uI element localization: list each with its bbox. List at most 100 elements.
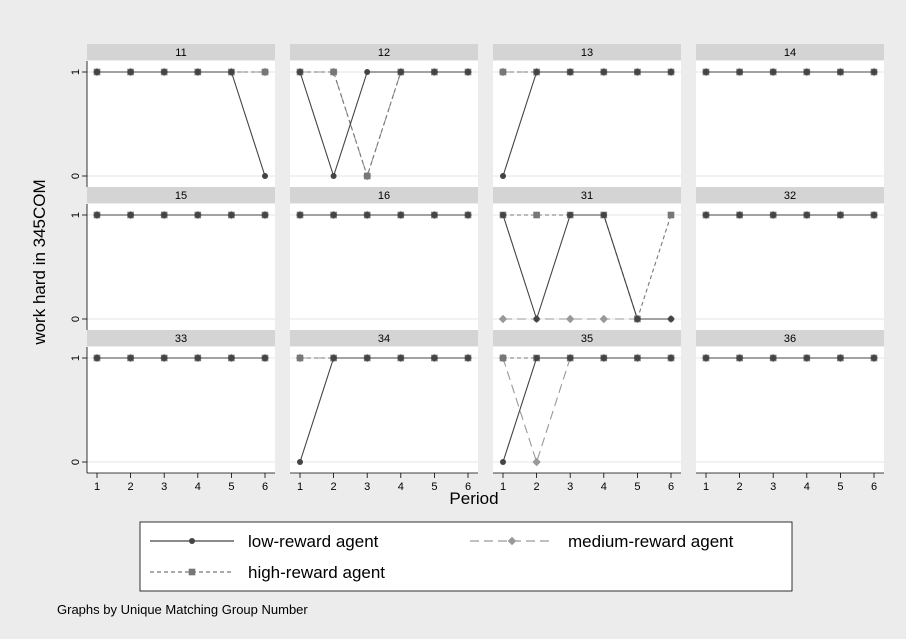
x-tick-label: 5 (431, 481, 437, 493)
data-point-low-reward (500, 459, 506, 465)
series-line-low-reward (502, 71, 671, 177)
data-point-low-reward (161, 69, 168, 75)
plot-area (87, 61, 275, 187)
data-point-low-reward (364, 212, 371, 218)
data-point-medium-reward (566, 314, 575, 324)
data-point-low-reward (871, 69, 877, 75)
x-tick-label: 3 (770, 481, 776, 493)
data-point-low-reward (465, 69, 471, 75)
y-tick-label: 0 (70, 316, 82, 322)
data-point-low-reward (127, 355, 134, 361)
series-line-low-reward (502, 214, 671, 321)
panel-16: 16 (290, 187, 478, 330)
data-point-low-reward (736, 212, 743, 218)
plot-area (290, 204, 478, 330)
data-point-low-reward (703, 355, 709, 361)
panel-strip (696, 187, 884, 203)
data-point-low-reward (94, 69, 100, 75)
legend-item-high-reward: high-reward agent (150, 563, 385, 582)
panel-32: 32 (696, 187, 884, 330)
panel-title: 14 (784, 47, 796, 59)
panel-strip (290, 44, 478, 60)
panel-title: 15 (175, 190, 187, 202)
data-point-low-reward (567, 69, 574, 75)
data-point-low-reward (194, 212, 201, 218)
data-point-low-reward (330, 355, 337, 361)
y-tick-label: 0 (70, 173, 82, 179)
panel-title: 33 (175, 333, 187, 345)
panel-title: 16 (378, 190, 390, 202)
data-point-low-reward (533, 69, 540, 75)
data-point-low-reward (871, 355, 877, 361)
x-tick-label: 3 (364, 481, 370, 493)
panel-title: 13 (581, 47, 593, 59)
plot-area (696, 61, 884, 187)
x-tick-label: 2 (534, 481, 540, 493)
data-point-low-reward (465, 355, 471, 361)
x-tick-label: 4 (804, 481, 810, 493)
plot-area (87, 347, 275, 473)
data-point-low-reward (634, 316, 641, 322)
data-point-low-reward (297, 212, 303, 218)
legend-item-medium-reward: medium-reward agent (470, 532, 734, 551)
panel-12: 12 (290, 44, 478, 187)
x-tick-label: 2 (737, 481, 743, 493)
data-point-high-reward (499, 68, 507, 76)
data-point-medium-reward (599, 314, 608, 324)
data-point-low-reward (703, 69, 709, 75)
series-line-low-reward (299, 71, 468, 178)
plot-area (493, 347, 681, 473)
data-point-high-reward (363, 172, 371, 180)
data-point-low-reward (770, 69, 777, 75)
x-tick-label: 1 (297, 481, 303, 493)
data-point-high-reward (261, 68, 269, 76)
data-point-low-reward (770, 355, 777, 361)
x-tick-label: 5 (228, 481, 234, 493)
data-point-low-reward (194, 355, 201, 361)
panel-title: 35 (581, 333, 593, 345)
panel-11: 11 0 1 (70, 44, 275, 187)
plot-area (493, 204, 681, 330)
x-tick-label: 6 (668, 481, 674, 493)
data-point-low-reward (194, 69, 201, 75)
data-point-low-reward (567, 212, 574, 218)
data-point-low-reward (94, 355, 100, 361)
panel-strip (696, 330, 884, 346)
legend-swatch-marker (507, 536, 517, 546)
legend-label: low-reward agent (248, 532, 379, 551)
x-axis-label: Period (449, 489, 498, 508)
panel-strip (87, 187, 275, 203)
panel-title: 34 (378, 333, 390, 345)
x-tick-label: 6 (262, 481, 268, 493)
data-point-low-reward (837, 212, 844, 218)
data-point-low-reward (533, 355, 540, 361)
data-point-low-reward (668, 316, 674, 322)
data-point-medium-reward (498, 314, 508, 324)
data-point-low-reward (736, 355, 743, 361)
data-point-low-reward (364, 355, 371, 361)
x-tick-label: 3 (161, 481, 167, 493)
panel-35: 35 1 2 3 4 5 6 (493, 330, 681, 493)
data-point-low-reward (803, 69, 810, 75)
data-point-low-reward (634, 69, 641, 75)
data-point-low-reward (668, 69, 674, 75)
y-tick-label: 0 (70, 459, 82, 465)
data-point-low-reward (330, 212, 337, 218)
data-point-low-reward (127, 69, 134, 75)
x-tick-label: 2 (331, 481, 337, 493)
data-point-low-reward (330, 173, 337, 179)
series-line-low-reward (299, 357, 468, 463)
x-tick-label: 3 (567, 481, 573, 493)
x-tick-label: 4 (398, 481, 404, 493)
data-point-low-reward (600, 355, 607, 361)
data-point-low-reward (567, 355, 574, 361)
data-point-low-reward (228, 212, 235, 218)
data-point-low-reward (297, 69, 303, 75)
y-axis-label: work hard in 345COM (30, 179, 49, 345)
data-point-low-reward (297, 459, 303, 465)
series-line-low-reward (502, 357, 671, 463)
y-tick-label: 1 (70, 355, 82, 361)
y-tick-label: 1 (70, 69, 82, 75)
panel-title: 11 (175, 47, 186, 59)
